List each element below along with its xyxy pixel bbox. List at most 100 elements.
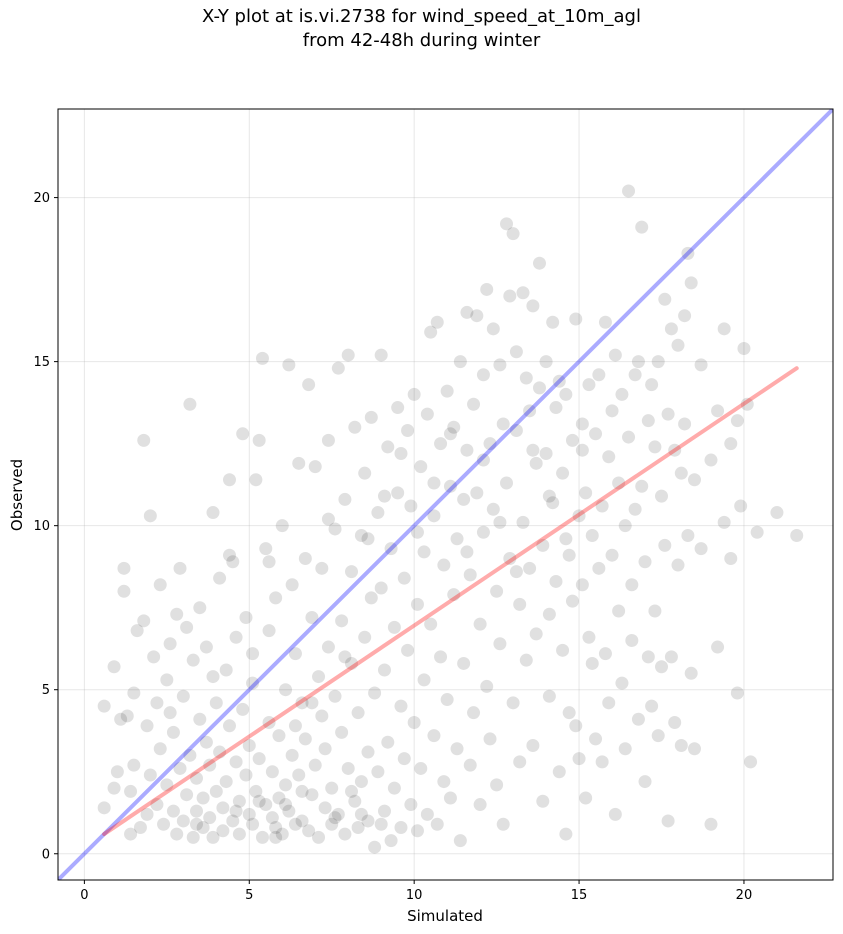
data-point	[612, 476, 626, 490]
data-point	[651, 729, 665, 743]
data-point	[232, 827, 246, 841]
data-point	[374, 348, 388, 362]
x-tick-label: 20	[736, 888, 753, 903]
data-point	[552, 765, 566, 779]
data-point	[711, 640, 725, 654]
data-point	[391, 401, 405, 415]
reference-lines	[58, 109, 833, 880]
data-point	[516, 515, 530, 529]
data-point	[417, 545, 431, 559]
data-point	[305, 611, 319, 625]
data-point	[483, 437, 497, 451]
data-point	[598, 647, 612, 661]
data-point	[536, 794, 550, 808]
data-point	[295, 784, 309, 798]
data-point	[163, 637, 177, 651]
data-point	[196, 821, 210, 835]
data-point	[377, 663, 391, 677]
data-point	[328, 811, 342, 825]
data-point	[361, 814, 375, 828]
data-point	[651, 355, 665, 369]
data-point	[678, 417, 692, 431]
data-point	[229, 804, 243, 818]
data-point	[246, 676, 260, 690]
data-point	[216, 801, 230, 815]
data-point	[770, 506, 784, 520]
data-point	[302, 824, 316, 838]
data-point	[255, 830, 269, 844]
data-point	[579, 486, 593, 500]
data-point	[668, 716, 682, 730]
data-point	[463, 568, 477, 582]
data-point	[565, 594, 579, 608]
data-point	[345, 565, 359, 579]
data-point	[519, 653, 533, 667]
data-point	[602, 450, 616, 464]
data-point	[628, 502, 642, 516]
data-point	[513, 755, 527, 769]
data-point	[559, 532, 573, 546]
data-point	[539, 446, 553, 460]
data-point	[239, 611, 253, 625]
data-point	[209, 696, 223, 710]
data-point	[559, 827, 573, 841]
data-point	[602, 696, 616, 710]
data-point	[509, 424, 523, 438]
data-point	[321, 512, 335, 526]
data-point	[480, 282, 494, 296]
data-point	[249, 784, 263, 798]
data-point	[549, 574, 563, 588]
data-point	[493, 637, 507, 651]
data-point	[523, 404, 537, 418]
data-point	[269, 830, 283, 844]
data-point	[117, 561, 131, 575]
data-point	[341, 348, 355, 362]
data-point	[381, 440, 395, 454]
data-point	[549, 401, 563, 415]
data-point	[552, 374, 566, 388]
data-point	[351, 821, 365, 835]
data-point	[246, 817, 260, 831]
data-point	[150, 696, 164, 710]
data-point	[387, 620, 401, 634]
data-point	[526, 299, 540, 313]
data-point	[364, 410, 378, 424]
data-point	[282, 358, 296, 372]
data-point	[536, 538, 550, 552]
data-point	[368, 840, 382, 854]
data-point	[595, 499, 609, 513]
data-point	[582, 630, 596, 644]
data-point	[529, 627, 543, 641]
data-point	[107, 781, 121, 795]
data-point	[420, 407, 434, 421]
data-point	[183, 748, 197, 762]
data-point	[255, 351, 269, 365]
data-point	[199, 735, 213, 749]
data-point	[219, 663, 233, 677]
data-point	[371, 506, 385, 520]
data-point	[575, 417, 589, 431]
data-point	[229, 630, 243, 644]
data-point	[424, 325, 438, 339]
data-point	[681, 246, 695, 260]
data-point	[740, 397, 754, 411]
data-point	[457, 656, 471, 670]
data-point	[490, 778, 504, 792]
data-point	[206, 830, 220, 844]
data-point	[542, 607, 556, 621]
data-point	[236, 702, 250, 716]
data-point	[506, 227, 520, 241]
data-point	[292, 768, 306, 782]
x-axis-label: Simulated	[407, 907, 483, 925]
data-point	[140, 807, 154, 821]
data-point	[302, 378, 316, 392]
data-point	[625, 578, 639, 592]
data-point	[684, 666, 698, 680]
data-point	[160, 673, 174, 687]
data-point	[447, 588, 461, 602]
data-point	[226, 814, 240, 828]
data-point	[467, 706, 481, 720]
data-point	[513, 597, 527, 611]
data-point	[361, 532, 375, 546]
data-point	[443, 427, 457, 441]
